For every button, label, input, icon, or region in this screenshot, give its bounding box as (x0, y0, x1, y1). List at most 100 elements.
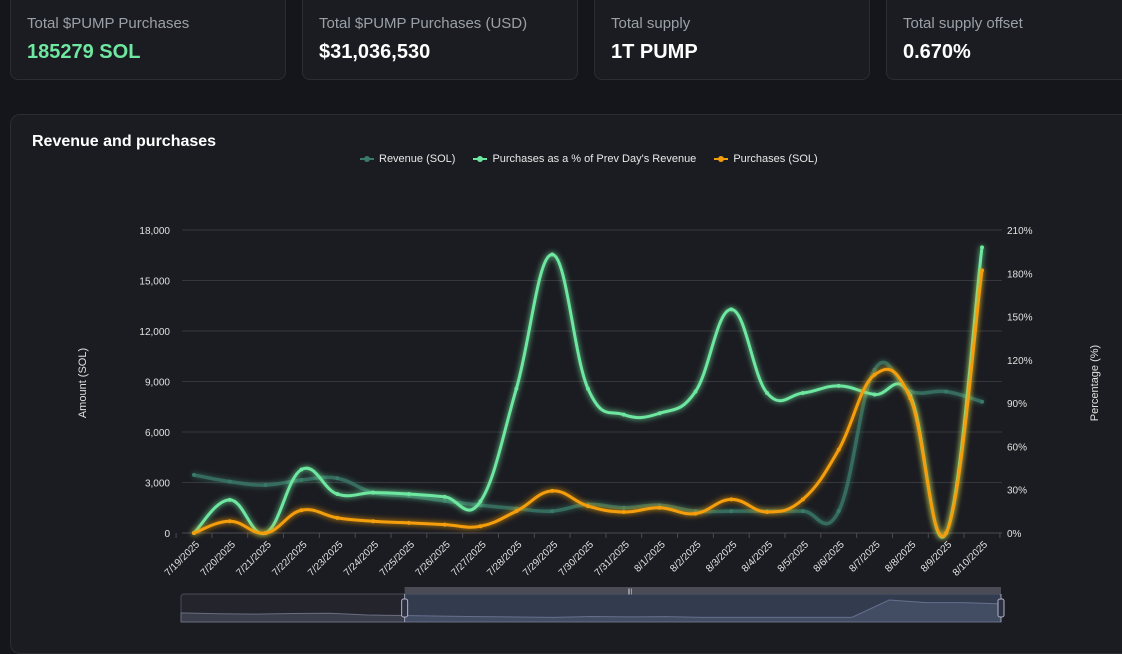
data-point (335, 476, 340, 481)
y2-tick-label: 90% (1007, 399, 1027, 410)
x-tick-label: 8/8/2025 (883, 539, 919, 575)
stat-label: Total $PUMP Purchases (USD) (319, 15, 528, 32)
data-point (514, 509, 519, 514)
data-point (299, 477, 304, 482)
slider-preview-area (180, 599, 1002, 623)
x-tick-label: 8/10/2025 (951, 539, 991, 579)
legend-label: Purchases (SOL) (733, 153, 818, 165)
slider-drag-bar (404, 587, 1001, 594)
x-tick-label: 7/24/2025 (342, 539, 382, 579)
data-point (192, 531, 196, 535)
data-point (442, 522, 447, 527)
series-revenue-line (192, 360, 984, 526)
x-tick-label: 7/20/2025 (199, 539, 239, 579)
chart-panel (10, 114, 1122, 654)
x-tick-label: 7/19/2025 (163, 539, 203, 579)
x-tick-label: 8/4/2025 (740, 539, 776, 575)
x-tick-label: 7/31/2025 (593, 539, 633, 579)
data-point (371, 490, 376, 495)
stat-value: 185279 SOL (27, 41, 141, 63)
x-tick-label: 7/29/2025 (521, 539, 561, 579)
data-point (836, 509, 841, 514)
data-point (800, 391, 805, 396)
stat-card-supply-offset: Total supply offset 0.670% (886, 0, 1122, 80)
x-tick-label: 8/2/2025 (668, 539, 704, 575)
legend-label: Purchases as a % of Prev Day's Revenue (492, 153, 697, 165)
chart-canvas: 0 3,000 6,000 9,000 12,000 15,000 18,000 0% 30%… (77, 226, 1101, 623)
data-point (586, 504, 590, 509)
data-point (263, 531, 268, 535)
data-point (442, 494, 447, 499)
data-point (227, 519, 232, 524)
data-point (872, 367, 877, 372)
data-point (550, 252, 555, 257)
data-point (406, 520, 411, 525)
series-purchase-pct (192, 245, 984, 539)
data-point (299, 467, 304, 472)
data-point (944, 531, 949, 535)
y-tick-label: 18,000 (139, 226, 170, 237)
x-tick-label: 8/5/2025 (776, 539, 812, 575)
data-point (836, 447, 841, 452)
legend-marker-icon (360, 154, 374, 164)
data-point (621, 509, 626, 514)
x-tick-label: 7/26/2025 (414, 539, 454, 579)
data-point (335, 515, 340, 520)
x-tick-label: 7/30/2025 (557, 539, 597, 579)
slider-handle-end[interactable] (997, 598, 1005, 618)
y-tick-label: 0 (164, 529, 170, 540)
stat-value: 0.670% (903, 41, 971, 63)
y2-axis-title: Percentage (%) (1089, 345, 1101, 421)
data-point (980, 399, 984, 404)
y-tick-label: 6,000 (145, 428, 170, 439)
drag-handle-icon: ||| (627, 589, 632, 595)
slider-handle-start[interactable] (401, 598, 409, 618)
y-tick-label: 12,000 (139, 327, 170, 338)
data-point (800, 509, 805, 514)
y2-tick-label: 150% (1007, 313, 1033, 324)
stat-label: Total supply offset (903, 15, 1023, 32)
data-point (550, 509, 555, 514)
data-point (550, 488, 555, 493)
x-tick-label: 7/28/2025 (485, 539, 525, 579)
data-point (478, 499, 483, 504)
legend-item-revenue[interactable]: Revenue (SOL) (360, 153, 455, 165)
stat-value: 1T PUMP (611, 41, 698, 63)
legend-item-purchase-pct[interactable]: Purchases as a % of Prev Day's Revenue (473, 153, 696, 165)
stat-card-total-purchases-usd: Total $PUMP Purchases (USD) $31,036,530 (302, 0, 578, 80)
y-tick-label: 3,000 (145, 479, 170, 490)
y2-tick-label: 60% (1007, 442, 1027, 453)
data-point (729, 509, 734, 514)
data-point (335, 492, 340, 497)
chart-title: Revenue and purchases (32, 133, 217, 150)
y2-tick-label: 0% (1007, 529, 1022, 540)
x-tick-label: 8/7/2025 (847, 539, 883, 575)
data-point (765, 391, 770, 396)
data-point (227, 479, 232, 484)
data-zoom-slider[interactable]: ||| (180, 587, 1005, 623)
x-tick-label: 7/23/2025 (306, 539, 346, 579)
data-point (657, 505, 662, 510)
data-point (800, 497, 805, 502)
stat-label: Total supply (611, 15, 691, 32)
data-point (621, 505, 626, 510)
legend-marker-icon (473, 154, 488, 164)
legend-marker-icon (714, 154, 729, 164)
data-point (980, 245, 984, 250)
data-point (729, 497, 734, 502)
slider-selection (404, 594, 1001, 622)
stat-card-total-purchases: Total $PUMP Purchases 185279 SOL (10, 0, 286, 80)
x-tick-label: 7/22/2025 (270, 539, 310, 579)
y-axis-title: Amount (SOL) (77, 348, 89, 418)
chart-legend: Revenue (SOL) Purchases as a % of Prev D… (360, 153, 818, 165)
y-tick-label: 15,000 (139, 277, 170, 288)
x-tick-label: 8/6/2025 (812, 539, 848, 575)
data-point (765, 509, 770, 514)
data-point (227, 497, 232, 502)
data-point (693, 511, 698, 516)
data-point (442, 499, 447, 504)
data-point (908, 396, 913, 401)
x-tick-label: 8/3/2025 (704, 539, 740, 575)
legend-item-purchases[interactable]: Purchases (SOL) (714, 153, 818, 165)
data-point (621, 412, 626, 417)
